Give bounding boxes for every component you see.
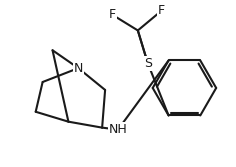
Text: F: F [158, 4, 165, 17]
Text: NH: NH [109, 123, 127, 136]
Text: S: S [144, 57, 152, 70]
Text: N: N [74, 62, 83, 75]
Text: F: F [109, 8, 116, 21]
